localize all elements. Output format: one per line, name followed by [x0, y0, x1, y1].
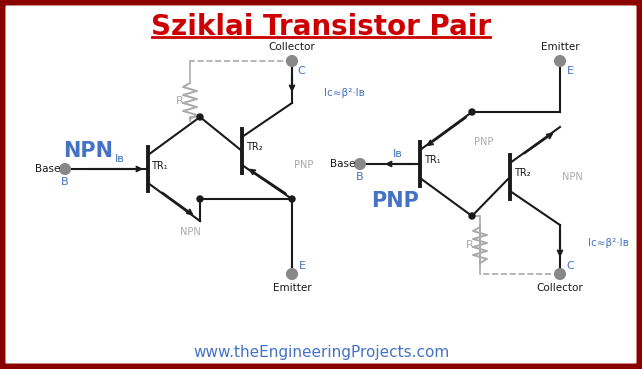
Text: TR₂: TR₂: [514, 168, 531, 178]
Text: R: R: [466, 240, 474, 250]
Circle shape: [355, 159, 365, 169]
Text: Collector: Collector: [268, 42, 315, 52]
Text: Sziklai Transistor Pair: Sziklai Transistor Pair: [151, 13, 491, 41]
Text: TR₂: TR₂: [246, 142, 263, 152]
Text: B: B: [356, 172, 364, 182]
Text: B: B: [61, 177, 69, 187]
Text: Iᴄ≈β²·Iʙ: Iᴄ≈β²·Iʙ: [324, 88, 365, 98]
Text: Base: Base: [35, 164, 60, 174]
Text: Iᴄ≈β²·Iʙ: Iᴄ≈β²·Iʙ: [588, 238, 629, 248]
Text: www.theEngineeringProjects.com: www.theEngineeringProjects.com: [193, 345, 449, 359]
Text: PNP: PNP: [294, 160, 313, 170]
Text: PNP: PNP: [371, 191, 419, 211]
Text: NPN: NPN: [63, 141, 113, 161]
Text: C: C: [297, 66, 305, 76]
Circle shape: [60, 164, 70, 174]
Text: NPN: NPN: [180, 227, 200, 237]
Text: TR₁: TR₁: [151, 161, 168, 171]
Text: Emitter: Emitter: [273, 283, 311, 293]
Text: Emitter: Emitter: [541, 42, 579, 52]
Circle shape: [469, 109, 475, 115]
Circle shape: [287, 56, 297, 66]
Text: E: E: [566, 66, 573, 76]
Circle shape: [197, 196, 203, 202]
Text: Base: Base: [329, 159, 355, 169]
Circle shape: [555, 56, 565, 66]
Circle shape: [469, 213, 475, 219]
Text: PNP: PNP: [474, 137, 493, 147]
Text: TR₁: TR₁: [424, 155, 440, 165]
Text: NPN: NPN: [562, 172, 583, 182]
Text: Iʙ: Iʙ: [115, 154, 125, 164]
Text: E: E: [299, 261, 306, 271]
Text: Collector: Collector: [537, 283, 584, 293]
Circle shape: [555, 269, 565, 279]
Circle shape: [289, 196, 295, 202]
Circle shape: [197, 114, 203, 120]
Text: C: C: [566, 261, 574, 271]
Text: Iʙ: Iʙ: [393, 149, 403, 159]
Text: R: R: [176, 96, 184, 106]
Circle shape: [287, 269, 297, 279]
